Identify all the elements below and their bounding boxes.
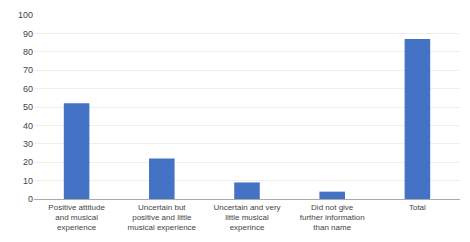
svg-text:Uncertain and verylittle music: Uncertain and verylittle musicalexperinc…	[213, 203, 280, 233]
svg-text:Positive attitudeand musicalex: Positive attitudeand musicalexperience	[48, 203, 105, 233]
svg-text:90: 90	[23, 29, 33, 39]
svg-text:70: 70	[23, 65, 33, 75]
svg-text:50: 50	[23, 102, 33, 112]
svg-text:30: 30	[23, 139, 33, 149]
svg-text:40: 40	[23, 121, 33, 131]
svg-text:80: 80	[23, 47, 33, 57]
svg-text:Uncertain butpositive and litt: Uncertain butpositive and littlemusical …	[128, 203, 197, 233]
svg-text:0: 0	[28, 194, 33, 204]
svg-text:20: 20	[23, 157, 33, 167]
svg-text:10: 10	[23, 176, 33, 186]
svg-text:Did not givefurther informatio: Did not givefurther informationthan name	[300, 203, 365, 233]
svg-text:Total: Total	[409, 203, 426, 212]
svg-text:60: 60	[23, 84, 33, 94]
svg-text:100: 100	[18, 10, 33, 20]
